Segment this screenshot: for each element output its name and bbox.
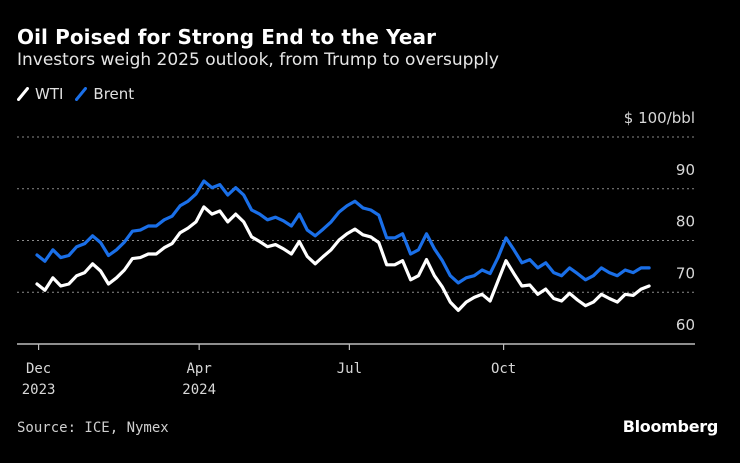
legend-item-wti: WTI: [17, 85, 63, 103]
x-tick-sublabel: 2023: [22, 382, 56, 398]
legend-item-brent: Brent: [75, 85, 134, 103]
x-tick-sublabel: 2024: [182, 382, 216, 398]
legend-swatch-brent: [75, 87, 88, 101]
chart-title: Oil Poised for Strong End to the Year: [17, 25, 437, 49]
y-tick-label: 80: [676, 213, 695, 231]
x-tick-label: Apr: [187, 361, 212, 377]
legend-line-brent: [75, 87, 88, 101]
legend-label-brent: Brent: [93, 85, 135, 103]
y-tick-label: 70: [676, 264, 695, 282]
x-axis: Dec 2023 Apr 2024 Jul Oct: [17, 343, 695, 398]
series-line-wti: [35, 205, 651, 312]
legend-label-wti: WTI: [35, 85, 64, 103]
series-line-brent: [35, 179, 651, 285]
chart-subtitle: Investors weigh 2025 outlook, from Trump…: [17, 50, 499, 70]
y-axis-labels: 60 70 80 90 $ 100/bbl: [624, 109, 695, 334]
source-note: Source: ICE, Nymex: [17, 420, 169, 436]
x-tick-label: Dec: [26, 361, 51, 377]
gridlines: [17, 136, 695, 293]
legend: WTI Brent: [17, 85, 146, 103]
x-tick-label: Jul: [337, 361, 362, 377]
y-tick-label: 90: [676, 161, 695, 179]
bloomberg-logo: Bloomberg: [622, 417, 719, 436]
y-tick-label: 60: [676, 316, 695, 334]
legend-line-wti: [17, 87, 29, 101]
legend-swatch-wti: [17, 87, 29, 101]
x-tick-label: Oct: [491, 361, 516, 377]
series-lines: [35, 179, 651, 312]
y-tick-label: $ 100/bbl: [624, 109, 695, 127]
